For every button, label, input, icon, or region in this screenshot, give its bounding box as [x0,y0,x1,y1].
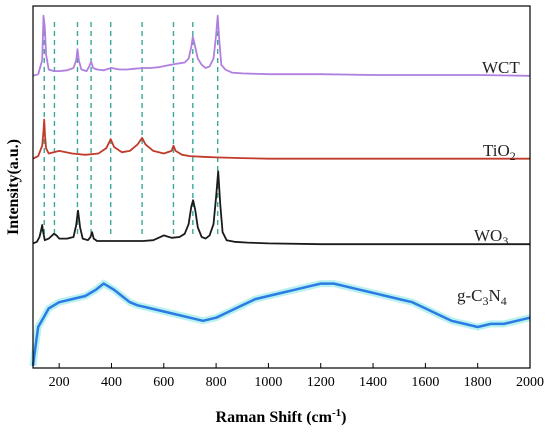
x-tick-label: 200 [49,375,70,390]
x-axis-ticks: 200 400 600 800 1000 1200 1400 1600 1800 2000 [49,363,544,390]
series-band-gc3n4 [29,279,531,367]
x-tick-label: 2000 [516,375,544,390]
series-label-gc3n4: g-C3N4 [457,286,507,308]
series-label-wct: WCT [482,58,520,77]
y-axis-title: Intensity(a.u.) [5,139,22,235]
x-tick-label: 1200 [307,375,335,390]
series-line-gc3n4 [31,282,531,366]
x-tick-label: 1400 [359,375,387,390]
x-axis-title: Raman Shift (cm-1) [216,407,347,426]
series-line-tio2 [32,118,530,160]
x-tick-label: 1800 [464,375,492,390]
series-label-tio2: TiO2 [483,141,516,163]
series-line-wct [32,14,531,77]
plot-frame [32,5,531,369]
x-tick-label: 400 [101,375,122,390]
series-line-wo3 [32,170,530,246]
x-tick-label: 1000 [254,375,282,390]
reference-lines [43,22,219,238]
x-tick-label: 600 [153,375,174,390]
series-label-wo3: WO3 [474,226,508,248]
series-layer [29,14,531,367]
x-tick-label: 800 [206,375,227,390]
x-tick-label: 1600 [411,375,439,390]
